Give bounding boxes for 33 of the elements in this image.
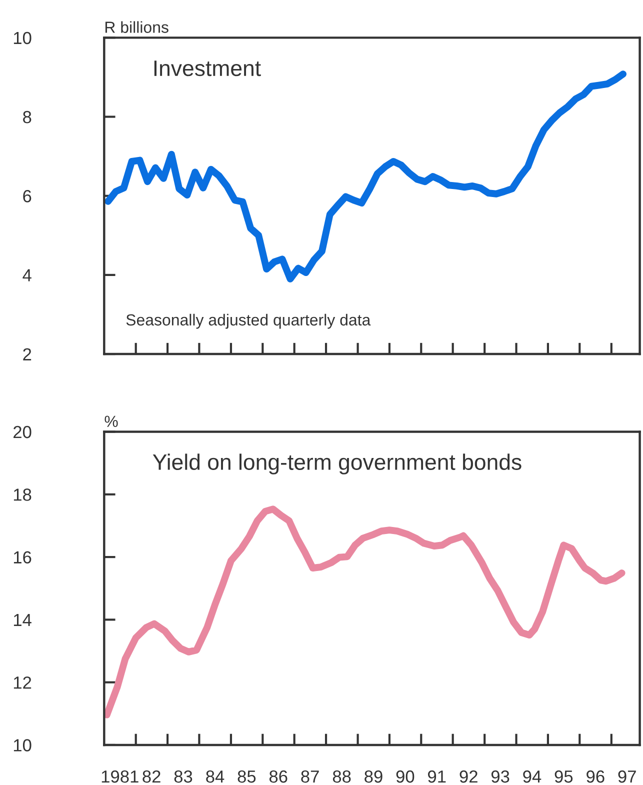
x-tick-label: 84 [206, 770, 224, 783]
x-tick-label: 97 [618, 770, 636, 783]
text: Yield on long-term government bonds [152, 454, 522, 474]
y-axis-title: % [104, 416, 118, 427]
y-tick-label: 18 [14, 488, 32, 501]
y-tick-label: 16 [14, 551, 32, 564]
x-tick-label: 93 [491, 770, 510, 783]
y-tick-label: 10 [14, 739, 32, 752]
x-tick-label: 83 [174, 770, 192, 783]
x-tick-label: 91 [428, 770, 446, 783]
annotation: Seasonally adjusted quarterly data [126, 314, 371, 329]
x-tick-label: 88 [332, 770, 351, 783]
x-tick-label: 87 [301, 770, 319, 783]
x-tick-label: 92 [460, 770, 478, 783]
x-tick-label: 86 [269, 770, 288, 783]
y-tick-label: 6 [23, 190, 32, 202]
x-tick-label: 96 [586, 770, 604, 783]
x-tick-label: 94 [523, 770, 542, 783]
y-tick-label: 8 [23, 110, 32, 124]
text: Investment [154, 60, 261, 76]
x-tick-label: 89 [364, 770, 382, 783]
y-tick-label: 10 [14, 32, 32, 44]
x-tick-label: 90 [396, 770, 414, 783]
y-tick-label: 4 [22, 269, 32, 282]
x-tick-label: 82 [142, 770, 160, 783]
x-tick-label: 95 [554, 770, 573, 783]
y-tick-label: 14 [14, 614, 32, 626]
x-tick-label: 85 [238, 770, 256, 783]
x-tick-label: 1981 [102, 770, 138, 783]
y-tick-label: 20 [14, 426, 32, 438]
y-tick-label: 12 [14, 676, 32, 689]
y-axis-title: R billions [105, 21, 168, 33]
y-tick-label: 2 [23, 348, 32, 360]
